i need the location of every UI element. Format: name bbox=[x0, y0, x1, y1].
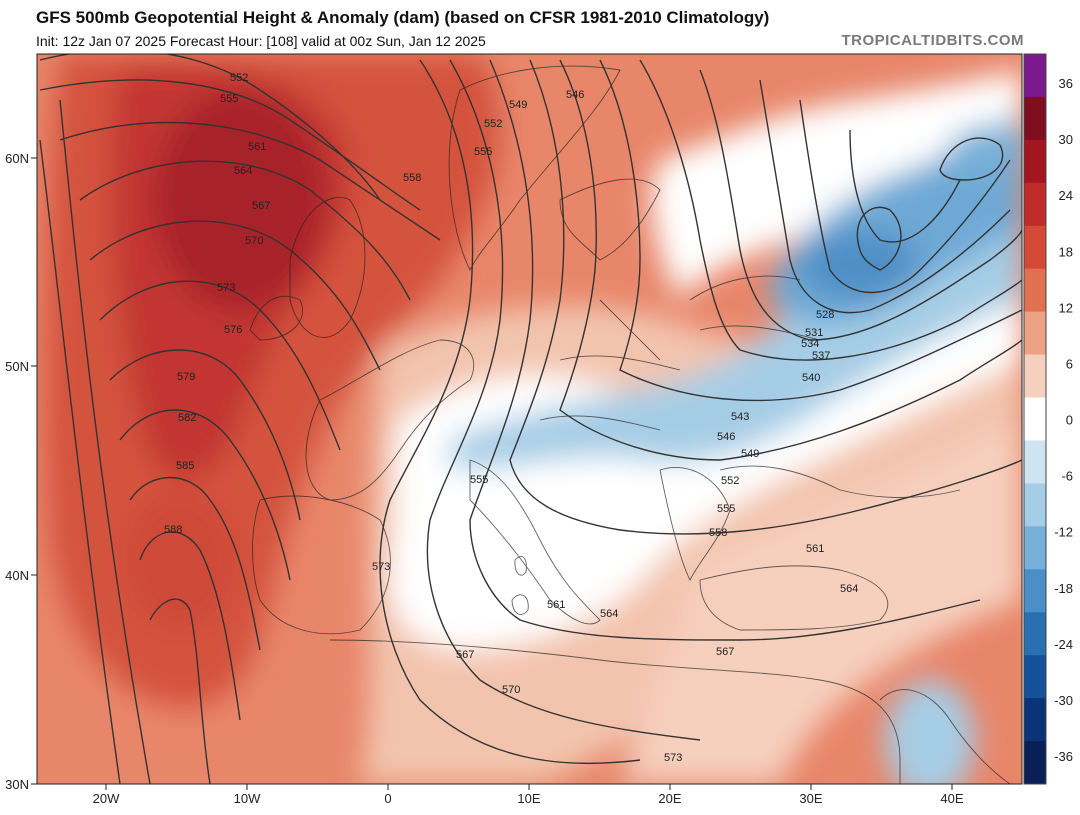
svg-text:558: 558 bbox=[709, 527, 727, 539]
lon-tick-label: 30E bbox=[799, 791, 822, 806]
map-subtitle: Init: 12z Jan 07 2025 Forecast Hour: [10… bbox=[36, 33, 486, 49]
svg-text:570: 570 bbox=[245, 235, 263, 247]
height-contours bbox=[39, 54, 1022, 784]
lon-tick-label: 20W bbox=[93, 791, 120, 806]
coastlines bbox=[249, 65, 1011, 784]
colorbar-tick-label: -6 bbox=[1061, 469, 1073, 484]
lon-tick-label: 20E bbox=[658, 791, 681, 806]
latitude-labels: 60N 50N 40N 30N bbox=[5, 151, 29, 792]
colorbar-frame bbox=[1023, 53, 1047, 785]
colorbar bbox=[1023, 53, 1047, 785]
svg-text:570: 570 bbox=[502, 684, 520, 696]
svg-text:552: 552 bbox=[230, 72, 248, 84]
svg-text:555: 555 bbox=[474, 146, 492, 158]
lat-tick-label: 40N bbox=[5, 568, 29, 583]
colorbar-swatch bbox=[1024, 397, 1046, 441]
svg-text:552: 552 bbox=[721, 475, 739, 487]
lon-tick-label: 10W bbox=[234, 791, 261, 806]
svg-text:540: 540 bbox=[802, 372, 820, 384]
colorbar-tick-label: -12 bbox=[1054, 525, 1073, 540]
svg-text:573: 573 bbox=[664, 752, 682, 764]
anomaly-field: 552 555 561 564 567 570 573 576 579 582 … bbox=[37, 54, 1022, 784]
colorbar-tick-label: -24 bbox=[1054, 637, 1073, 652]
colorbar-tick-label: 36 bbox=[1059, 76, 1073, 91]
svg-text:543: 543 bbox=[731, 411, 749, 423]
colorbar-swatch bbox=[1024, 698, 1046, 742]
colorbar-swatch bbox=[1024, 225, 1046, 270]
colorbar-swatch bbox=[1024, 54, 1046, 98]
lon-tick-label: 40E bbox=[940, 791, 963, 806]
svg-text:549: 549 bbox=[509, 99, 527, 111]
svg-text:567: 567 bbox=[716, 646, 734, 658]
svg-text:564: 564 bbox=[840, 583, 858, 595]
svg-text:573: 573 bbox=[217, 282, 235, 294]
svg-text:567: 567 bbox=[456, 649, 474, 661]
colorbar-swatch bbox=[1024, 612, 1046, 656]
svg-text:561: 561 bbox=[806, 543, 824, 555]
colorbar-swatch bbox=[1024, 139, 1046, 184]
colorbar-labels: 36 30 24 18 12 6 0 -6 -12 -18 -24 -30 -36 bbox=[1054, 76, 1073, 764]
lon-tick-label: 0 bbox=[384, 791, 391, 806]
axis-ticks bbox=[31, 157, 953, 790]
svg-text:552: 552 bbox=[484, 118, 502, 130]
colorbar-swatch bbox=[1024, 182, 1046, 227]
colorbar-swatch bbox=[1024, 655, 1046, 699]
lat-tick-label: 30N bbox=[5, 777, 29, 792]
svg-text:558: 558 bbox=[403, 172, 421, 184]
colorbar-swatch bbox=[1024, 311, 1046, 356]
colorbar-tick-label: 30 bbox=[1059, 132, 1073, 147]
colorbar-tick-label: 6 bbox=[1066, 356, 1073, 371]
svg-text:549: 549 bbox=[741, 448, 759, 460]
colorbar-swatch bbox=[1024, 741, 1046, 785]
svg-text:555: 555 bbox=[717, 503, 735, 515]
colorbar-tick-label: 12 bbox=[1059, 300, 1073, 315]
colorbar-tick-label: 0 bbox=[1066, 413, 1073, 428]
svg-text:528: 528 bbox=[816, 309, 834, 321]
svg-text:555: 555 bbox=[470, 474, 488, 486]
lon-tick-label: 10E bbox=[517, 791, 540, 806]
contour-labels: 552 555 561 564 567 570 573 576 579 582 … bbox=[164, 72, 858, 764]
lat-tick-label: 60N bbox=[5, 151, 29, 166]
svg-text:582: 582 bbox=[178, 412, 196, 424]
colorbar-swatch bbox=[1024, 354, 1046, 399]
colorbar-swatch bbox=[1024, 268, 1046, 313]
svg-text:585: 585 bbox=[176, 460, 194, 472]
svg-text:588: 588 bbox=[164, 524, 182, 536]
svg-text:534: 534 bbox=[801, 338, 819, 350]
map-title: GFS 500mb Geopotential Height & Anomaly … bbox=[36, 8, 770, 27]
colorbar-tick-label: 18 bbox=[1059, 244, 1073, 259]
svg-text:561: 561 bbox=[547, 599, 565, 611]
colorbar-swatch bbox=[1024, 569, 1046, 613]
svg-text:564: 564 bbox=[600, 608, 618, 620]
svg-text:546: 546 bbox=[566, 89, 584, 101]
svg-text:531: 531 bbox=[805, 327, 823, 339]
svg-text:573: 573 bbox=[372, 561, 390, 573]
colorbar-swatch bbox=[1024, 526, 1046, 570]
watermark: TROPICALTIDBITS.COM bbox=[841, 32, 1024, 49]
lat-tick-label: 50N bbox=[5, 359, 29, 374]
svg-text:576: 576 bbox=[224, 324, 242, 336]
colorbar-swatch bbox=[1024, 440, 1046, 484]
colorbar-tick-label: -36 bbox=[1054, 749, 1073, 764]
colorbar-swatch bbox=[1024, 483, 1046, 527]
colorbar-tick-label: 24 bbox=[1059, 188, 1073, 203]
svg-text:555: 555 bbox=[220, 93, 238, 105]
colorbar-swatch bbox=[1024, 96, 1046, 141]
svg-text:561: 561 bbox=[248, 141, 266, 153]
svg-text:579: 579 bbox=[177, 371, 195, 383]
colorbar-tick-label: -30 bbox=[1054, 693, 1073, 708]
svg-text:546: 546 bbox=[717, 431, 735, 443]
longitude-labels: 20W 10W 0 10E 20E 30E 40E bbox=[93, 791, 964, 806]
colorbar-tick-label: -18 bbox=[1054, 581, 1073, 596]
svg-text:537: 537 bbox=[812, 350, 830, 362]
svg-text:567: 567 bbox=[252, 200, 270, 212]
svg-text:564: 564 bbox=[234, 165, 252, 177]
